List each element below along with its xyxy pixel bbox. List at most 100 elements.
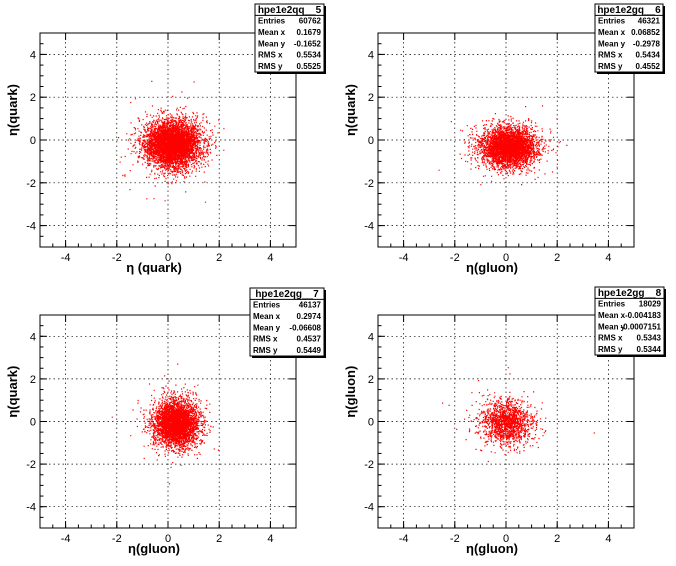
stat-label: Mean y (598, 39, 626, 48)
y-axis-title: η(quark) (5, 366, 20, 418)
x-tick-label: -2 (450, 533, 460, 545)
y-tick-label: 2 (30, 374, 36, 386)
chart-panel-4: -4 -2 0 2 4 -4 -2 0 2 4 η(gluon) η(gluon) hpe1e2gg__… (343, 286, 666, 556)
y-tick-label: -2 (364, 459, 374, 471)
y-tick-label: -4 (364, 502, 374, 514)
stat-value: 0.5525 (297, 62, 322, 71)
y-tick-label: 4 (30, 331, 36, 343)
x-tick-label: 0 (165, 533, 171, 545)
y-tick-label: 4 (368, 49, 374, 61)
x-tick-label: 4 (267, 533, 273, 545)
plot-frame (39, 314, 297, 529)
stat-label: Mean y (258, 39, 286, 48)
x-tick-label: -4 (61, 533, 71, 545)
x-axis-title: η (quark) (126, 260, 182, 275)
x-tick-label: 2 (216, 252, 222, 264)
y-tick-label: 0 (368, 135, 374, 147)
stat-value: 60762 (299, 17, 322, 26)
stat-value: 0.4552 (636, 62, 661, 71)
scatter-points (118, 80, 225, 203)
x-axis-title: η(gluon) (128, 541, 180, 556)
y-tick-label: 4 (30, 49, 36, 61)
scatter-points (438, 105, 568, 186)
scatter-points (111, 363, 219, 485)
stat-value: 46321 (638, 17, 661, 26)
x-tick-label: 4 (605, 533, 611, 545)
stat-label: RMS y (258, 62, 283, 71)
stat-label: Entries (253, 301, 281, 310)
data-point-cloud (442, 367, 595, 463)
stat-value: 0.5449 (297, 346, 322, 355)
stat-label: Entries (258, 17, 286, 26)
stat-value: -0.004183 (625, 311, 662, 320)
chart-panel-2: -4 -2 0 2 4 -4 -2 0 2 4 η(gluon) η(quark) hpe1e2gq__… (343, 3, 665, 275)
data-point-cloud (111, 363, 219, 485)
stat-label: RMS x (253, 335, 278, 344)
y-tick-label: -2 (26, 459, 36, 471)
y-tick-label: 0 (30, 417, 36, 429)
y-tick-label: 4 (368, 331, 374, 343)
stat-label: RMS y (253, 346, 278, 355)
stat-value: 0.5534 (297, 51, 322, 60)
y-tick-label: 2 (368, 374, 374, 386)
histogram-name: hpe1e2gq__6 (597, 5, 661, 16)
x-tick-label: 0 (503, 252, 509, 264)
stat-label: RMS x (598, 51, 623, 60)
y-axis-title: η(quark) (343, 84, 358, 136)
y-tick-label: 0 (30, 135, 36, 147)
y-axis-title: η(gluon) (343, 366, 358, 418)
y-axis-title: η(quark) (5, 84, 20, 136)
stat-label: RMS y (598, 62, 623, 71)
stat-value: 0.1679 (297, 28, 322, 37)
x-tick-label: 4 (605, 252, 611, 264)
stat-label: Mean x (598, 28, 626, 37)
stat-label: RMS y (598, 345, 623, 354)
x-tick-label: 0 (503, 533, 509, 545)
stat-label: RMS x (258, 51, 283, 60)
y-tick-label: 2 (30, 92, 36, 104)
stat-value: 0.5344 (637, 345, 662, 354)
y-tick-label: -4 (364, 221, 374, 233)
scatter-points (442, 367, 595, 463)
histogram-name: hpe1e2gg__8 (598, 288, 662, 299)
x-tick-label: 2 (554, 252, 560, 264)
stat-label: Entries (598, 17, 626, 26)
stat-value: 18029 (639, 300, 662, 309)
stat-value: 0.4537 (297, 335, 322, 344)
x-tick-label: -4 (61, 252, 71, 264)
plot-frame (377, 32, 635, 248)
x-tick-label: 0 (165, 252, 171, 264)
x-tick-label: -2 (450, 252, 460, 264)
histogram-name: hpe1e2qq__5 (258, 5, 322, 16)
histogram-name: hpe1e2qg__7 (255, 289, 319, 300)
x-tick-label: 2 (554, 533, 560, 545)
plot-frame (377, 314, 635, 529)
data-point-cloud (438, 105, 568, 186)
x-axis-title: η(gluon) (466, 260, 518, 275)
stat-label: Mean x (598, 311, 626, 320)
x-tick-label: 4 (267, 252, 273, 264)
x-tick-label: -4 (399, 533, 409, 545)
y-tick-label: -2 (364, 178, 374, 190)
y-tick-label: -4 (26, 502, 36, 514)
chart-panel-3: -4 -2 0 2 4 -4 -2 0 2 4 η(gluon) η(quark) hpe1e2qg__… (5, 287, 326, 556)
stat-value: 0.5434 (636, 51, 661, 60)
x-tick-label: 2 (216, 533, 222, 545)
x-tick-label: -4 (399, 252, 409, 264)
stat-value: -0.1652 (294, 39, 322, 48)
x-axis-title: η(gluon) (466, 541, 518, 556)
y-tick-label: -4 (26, 221, 36, 233)
stat-value: -0.0007151 (621, 322, 662, 331)
stat-value: 46137 (299, 301, 322, 310)
stat-value: -0.06608 (289, 323, 321, 332)
stat-value: 0.06852 (631, 28, 660, 37)
stat-label: Mean x (258, 28, 286, 37)
stat-label: Entries (598, 300, 626, 309)
plot-frame (39, 32, 297, 248)
y-tick-label: 2 (368, 92, 374, 104)
stat-label: RMS x (598, 334, 623, 343)
